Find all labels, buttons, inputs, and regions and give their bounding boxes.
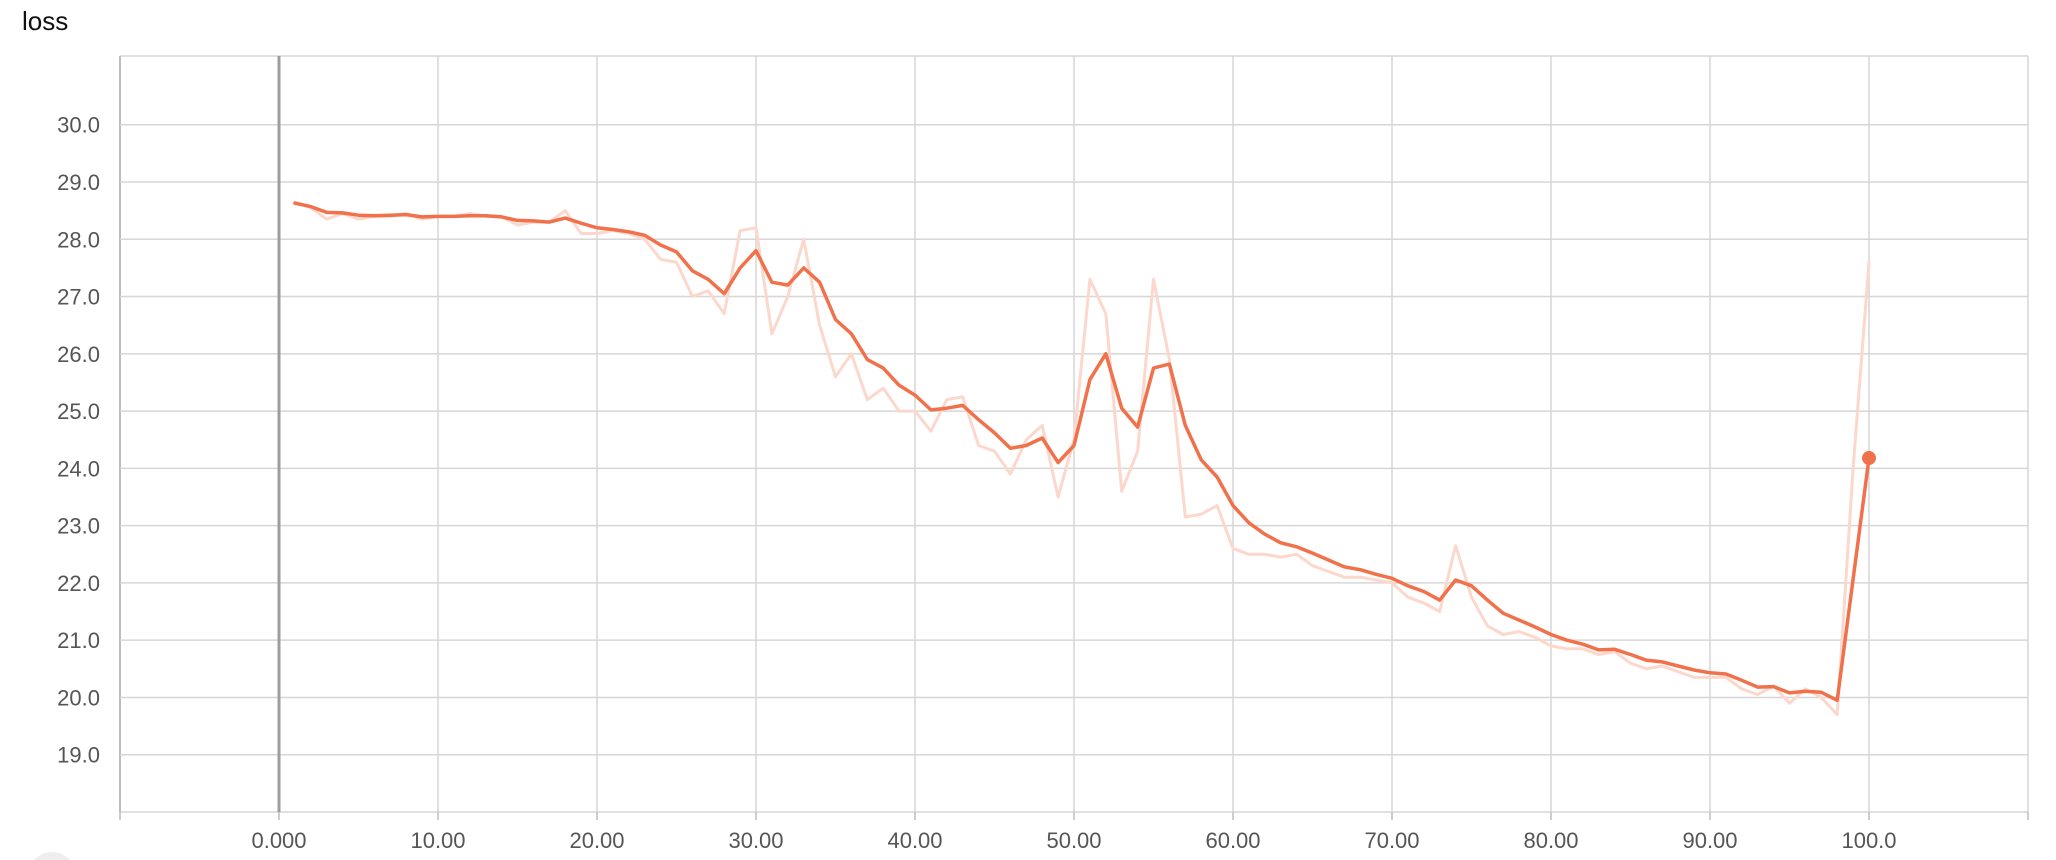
x-tick-label: 20.00 — [569, 828, 624, 853]
y-tick-label: 25.0 — [57, 399, 100, 424]
x-tick-label: 0.000 — [251, 828, 306, 853]
chart-title: loss — [22, 6, 69, 36]
y-tick-label: 23.0 — [57, 514, 100, 539]
y-tick-label: 27.0 — [57, 285, 100, 310]
x-tick-label: 80.00 — [1523, 828, 1578, 853]
y-tick-label: 26.0 — [57, 342, 100, 367]
x-tick-label: 40.00 — [887, 828, 942, 853]
x-tick-label: 90.00 — [1682, 828, 1737, 853]
x-tick-label: 30.00 — [728, 828, 783, 853]
y-tick-label: 30.0 — [57, 113, 100, 138]
x-tick-label: 50.00 — [1046, 828, 1101, 853]
smoothed-loss-line — [293, 201, 1871, 703]
raw-loss-line — [293, 200, 1871, 717]
y-tick-label: 22.0 — [57, 571, 100, 596]
last-point-marker[interactable] — [1862, 451, 1876, 466]
y-tick-label: 28.0 — [57, 227, 100, 252]
y-tick-label: 24.0 — [57, 456, 100, 481]
x-tick-label: 100.0 — [1841, 828, 1896, 853]
chart-menu-icon[interactable] — [28, 852, 76, 860]
y-tick-label: 29.0 — [57, 170, 100, 195]
y-tick-label: 19.0 — [57, 743, 100, 768]
y-tick-label: 21.0 — [57, 628, 100, 653]
x-tick-label: 60.00 — [1205, 828, 1260, 853]
y-tick-label: 20.0 — [57, 685, 100, 710]
x-tick-label: 10.00 — [410, 828, 465, 853]
x-tick-label: 70.00 — [1364, 828, 1419, 853]
